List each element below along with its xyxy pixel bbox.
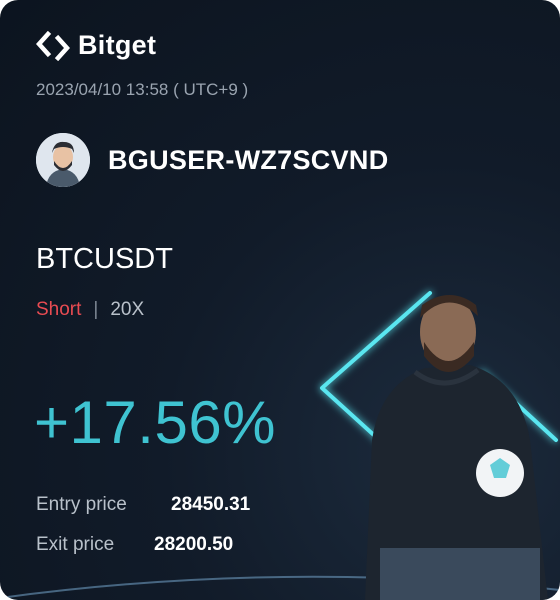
position-direction: Short (36, 299, 82, 320)
figure-silhouette (365, 295, 548, 600)
exit-price-value: 28200.50 (154, 534, 234, 555)
position-separator: | (93, 299, 99, 320)
bitget-logo-icon (36, 30, 70, 61)
soccer-ball-icon (476, 449, 524, 497)
user-avatar-icon (36, 133, 90, 187)
roi-value: +17.56% (34, 389, 277, 456)
position-info: Short | 20X (36, 299, 144, 321)
exit-price-label: Exit price (36, 534, 115, 555)
entry-price-row: Entry price 28450.31 (36, 485, 250, 525)
timestamp: 2023/04/10 13:58 ( UTC+9 ) (36, 80, 249, 99)
exit-price-row: Exit price 28200.50 (36, 525, 250, 565)
entry-price-label: Entry price (36, 494, 127, 515)
trading-pair: BTCUSDT (36, 243, 173, 275)
leverage: 20X (110, 299, 145, 320)
brand-logo: Bitget (36, 30, 156, 61)
brand-name: Bitget (78, 30, 157, 60)
user-info: BGUSER-WZ7SCVND (36, 133, 389, 187)
entry-price-value: 28450.31 (171, 494, 251, 515)
price-details: Entry price 28450.31 Exit price 28200.50 (36, 485, 250, 565)
username: BGUSER-WZ7SCVND (108, 144, 389, 175)
